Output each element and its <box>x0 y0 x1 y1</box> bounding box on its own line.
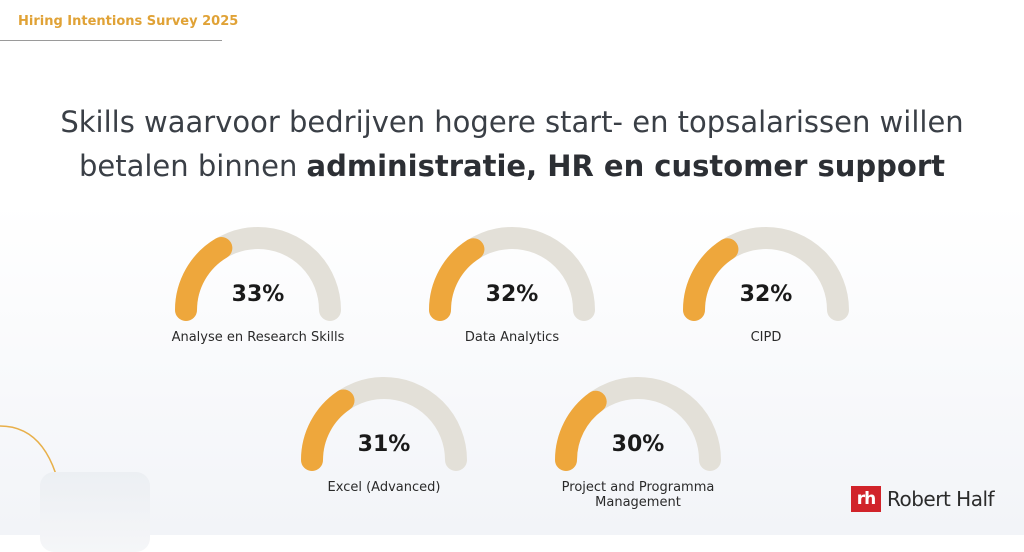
page-title: Skills waarvoor bedrijven hogere start- … <box>0 100 1024 188</box>
gauge-fill <box>683 238 739 321</box>
headline-line2-prefix: betalen binnen <box>78 149 307 183</box>
gauge-label: CIPD <box>750 330 782 345</box>
gauge-arc <box>175 227 341 321</box>
gauge-value: 30% <box>611 432 665 457</box>
logo-text: Robert Half <box>887 487 995 511</box>
gauge-fill <box>555 390 607 471</box>
logo-mark: rh <box>851 486 881 512</box>
gauge-analyse-research: 33% Analyse en Research Skills <box>158 226 358 366</box>
gauge-fill <box>301 389 355 471</box>
gauge-excel-advanced: 31% Excel (Advanced) <box>284 376 484 516</box>
gauge-fill <box>175 237 233 321</box>
gauge-value: 32% <box>739 282 793 307</box>
decorative-card <box>40 472 150 552</box>
header-divider <box>0 40 222 41</box>
gauge-arc <box>555 377 721 471</box>
gauge-label: Project and Programma Management <box>561 480 715 510</box>
gauge-label: Excel (Advanced) <box>327 480 441 495</box>
gauge-project-programma: 30% Project and Programma Management <box>538 376 738 516</box>
gauge-arc <box>301 377 467 471</box>
gauge-value: 32% <box>485 282 539 307</box>
gauge-fill <box>429 238 485 321</box>
gauge-arc <box>683 227 849 321</box>
robert-half-logo: rh Robert Half <box>851 486 995 512</box>
gauge-value: 31% <box>357 432 411 457</box>
gauge-arc <box>429 227 595 321</box>
gauge-value: 33% <box>231 282 285 307</box>
gauge-data-analytics: 32% Data Analytics <box>412 226 612 366</box>
gauge-cipd: 32% CIPD <box>666 226 866 366</box>
gauge-label: Analyse en Research Skills <box>171 330 345 345</box>
survey-title: Hiring Intentions Survey 2025 <box>18 14 239 29</box>
headline-line2-bold: administratie, HR en customer support <box>306 149 945 183</box>
gauge-label: Data Analytics <box>464 330 560 345</box>
headline-line1: Skills waarvoor bedrijven hogere start- … <box>60 105 964 139</box>
headline-line2: betalen binnen administratie, HR en cust… <box>0 144 1024 188</box>
